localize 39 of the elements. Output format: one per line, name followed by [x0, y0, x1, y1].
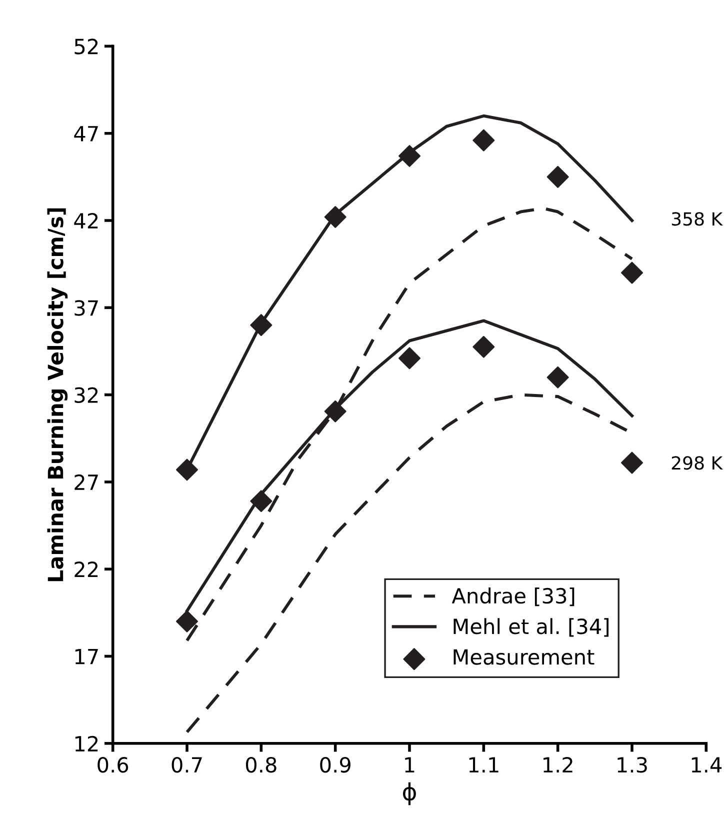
- point: [398, 145, 420, 168]
- y-axis-title: Laminar Burning Velocity [cm/s]: [47, 208, 68, 582]
- legend-label: Mehl et al. [34]: [454, 618, 608, 637]
- point: [324, 400, 346, 422]
- x-tick-label: 0.8: [246, 756, 276, 773]
- x-tick-label: 0.6: [98, 756, 128, 773]
- point: [250, 490, 272, 512]
- y-tick-label: 42: [74, 212, 98, 228]
- x-tick-label: 1.3: [618, 756, 647, 773]
- annotation: 298 K: [672, 456, 723, 470]
- legend-label: Measurement: [454, 649, 594, 665]
- point: [176, 458, 198, 481]
- y-tick-label: 17: [75, 648, 98, 664]
- legend-label: Andrae [33]: [452, 588, 574, 606]
- point: [546, 366, 569, 388]
- x-tick-label: 1.4: [692, 757, 722, 772]
- point: [621, 262, 643, 284]
- point: [472, 336, 495, 358]
- point: [250, 314, 272, 336]
- x-tick-label: 0.9: [320, 756, 350, 773]
- y-tick-label: 52: [74, 38, 98, 54]
- y-tick-label: 37: [74, 300, 98, 316]
- point: [546, 166, 569, 188]
- point: [472, 129, 495, 152]
- y-tick-label: 22: [74, 562, 98, 578]
- y-tick-label: 12: [75, 736, 98, 752]
- annotation: 358 K: [672, 212, 723, 226]
- x-tick-label: 1.1: [469, 757, 498, 772]
- point: [324, 206, 346, 228]
- x-tick-label: 0.7: [172, 756, 202, 773]
- y-tick-label: 47: [74, 126, 98, 142]
- x-axis-title: ϕ: [403, 782, 416, 806]
- point: [621, 452, 643, 474]
- x-tick-label: 1: [405, 757, 414, 772]
- x-tick-label: 1.2: [544, 756, 572, 772]
- y-tick-label: 27: [74, 474, 98, 490]
- point: [176, 610, 198, 632]
- point: [398, 347, 420, 370]
- y-tick-label: 32: [74, 387, 98, 404]
